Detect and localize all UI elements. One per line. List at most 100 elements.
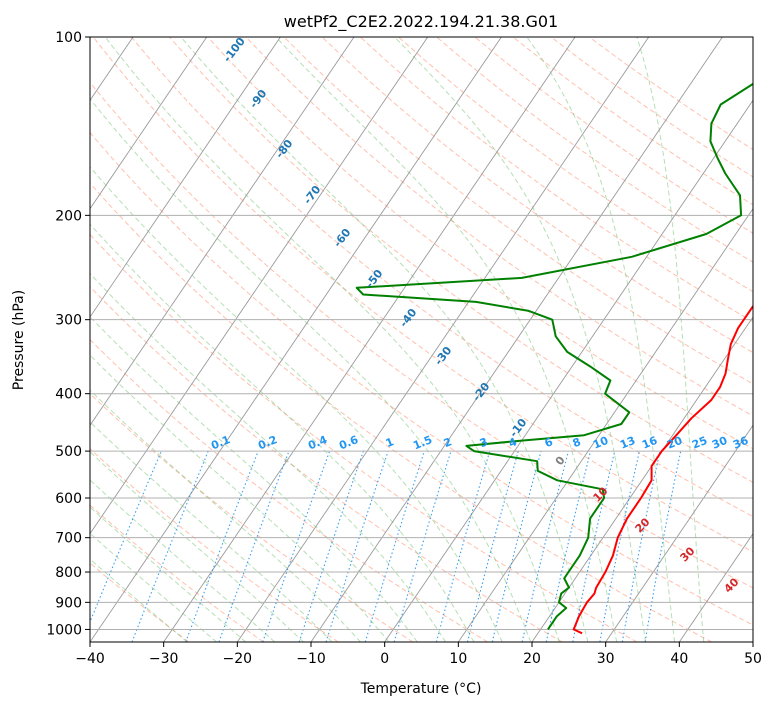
mixing-ratio-line: [218, 450, 290, 642]
mixing-ratio-line: [393, 450, 452, 642]
y-tick-label: 1000: [46, 622, 82, 638]
x-tick-label: 20: [523, 651, 541, 667]
isotherm-line: [605, 424, 753, 642]
moist-adiabat-line: [275, 37, 618, 642]
mixing-ratio-label: 1: [384, 435, 396, 450]
moist-adiabat-line: [90, 165, 503, 642]
mixing-ratio-line: [325, 450, 389, 642]
moist-adiabat-line: [526, 37, 676, 642]
y-tick-label: 400: [55, 387, 82, 403]
y-axis-label: Pressure (hPa): [11, 290, 27, 390]
y-tick-label: 700: [55, 531, 82, 547]
isotherm-line: [90, 37, 281, 318]
moist-adiabat-line: [394, 37, 647, 642]
x-tick-label: 10: [449, 651, 467, 667]
isotherm-line: [310, 37, 723, 642]
dry-adiabat-line: [245, 37, 753, 417]
y-tick-label: 100: [55, 30, 82, 46]
isotherm-line: [163, 37, 576, 642]
dewpoint-trace: [355, 82, 753, 630]
mixing-ratio-label: 36: [731, 434, 750, 452]
isotherm-line: [236, 37, 650, 642]
dry-adiabat-line: [90, 81, 753, 589]
mixing-ratio-line: [466, 450, 519, 642]
moist-adiabat-line: [90, 479, 275, 642]
moist-adiabat-line: [90, 354, 390, 642]
mixing-ratio-line: [131, 450, 209, 642]
mixing-ratio-line: [491, 450, 542, 642]
dry-adiabat-line: [90, 233, 638, 642]
mixing-ratio-label: 3: [478, 435, 490, 450]
moist-adiabat-line: [104, 37, 560, 642]
isotherm-line: [0, 37, 59, 642]
mixing-ratio-line: [521, 450, 569, 642]
mixing-ratio-line: [298, 450, 364, 642]
mixing-ratio-line: [545, 450, 592, 642]
x-tick-label: −10: [296, 651, 326, 667]
mixing-ratio-label: 20: [665, 434, 684, 452]
moist-adiabat-line: [90, 421, 333, 642]
x-tick-label: 40: [670, 651, 688, 667]
y-tick-label: 800: [55, 565, 82, 581]
isotherm-line: [678, 532, 753, 642]
mixing-ratio-line: [435, 450, 491, 642]
dry-adiabat-line: [90, 338, 488, 642]
dry-adiabat-line: [92, 37, 753, 553]
mixing-ratio-line: [262, 450, 331, 642]
background-reference-lines: [0, 37, 753, 642]
mixing-ratio-label: 13: [618, 434, 637, 452]
dry-adiabat-line: [90, 285, 563, 642]
dry-adiabat-line: [90, 182, 712, 642]
isotherm-line: [531, 316, 753, 642]
dry-adiabat-line: [90, 562, 190, 642]
moist-adiabat-line: [90, 316, 418, 642]
moist-adiabat-line: [90, 558, 188, 642]
dry-adiabat-line: [169, 37, 753, 483]
moist-adiabat-line: [180, 37, 589, 642]
mixing-ratio-label: 25: [690, 434, 709, 452]
sounding-traces: [355, 82, 753, 635]
dry-adiabat-line: [90, 131, 753, 626]
y-tick-label: 500: [55, 444, 82, 460]
moist-adiabat-line: [636, 37, 705, 642]
isotherm-line: [457, 207, 753, 642]
y-axis-ticks: 1000 900 800 700 600 500 400 300 200 100: [46, 30, 90, 638]
plot-background: [90, 37, 753, 642]
mixing-ratio-label: 30: [710, 434, 729, 452]
mixing-ratio-line: [90, 450, 162, 624]
isotherm-line: [90, 37, 355, 427]
x-axis-label: Temperature (°C): [360, 681, 482, 697]
y-tick-label: 200: [55, 208, 82, 224]
mixing-ratio-label: 2: [442, 435, 454, 450]
x-tick-label: −30: [149, 651, 179, 667]
x-tick-label: −20: [223, 651, 253, 667]
mixing-ratio-line: [364, 450, 425, 642]
moist-adiabat-line: [90, 223, 475, 642]
y-tick-label: 300: [55, 313, 82, 329]
isotherm-line: [384, 99, 753, 642]
mixing-ratio-label: 8: [571, 435, 583, 450]
y-tick-label: 900: [55, 595, 82, 611]
moist-adiabat-line: [90, 451, 304, 642]
isotherm-line: [90, 37, 208, 210]
isotherm-line: [90, 37, 502, 642]
x-tick-label: −40: [75, 651, 105, 667]
isotherm-line: [90, 37, 429, 535]
moist-adiabat-line: [90, 272, 446, 642]
moist-adiabat-line: [90, 506, 247, 642]
x-tick-label: 50: [744, 651, 762, 667]
dry-adiabat-line: [283, 37, 753, 385]
dry-adiabat-line: [131, 37, 753, 518]
isotherm-line: [752, 641, 753, 642]
mixing-ratio-label: 16: [640, 434, 659, 452]
mixing-ratio-label: 10: [591, 434, 610, 452]
x-tick-label: 0: [380, 651, 389, 667]
plot-frame: [89, 36, 754, 643]
x-tick-label: 30: [597, 651, 615, 667]
temperature-trace: [572, 304, 753, 635]
moist-adiabat-line: [90, 532, 217, 642]
chart-title: wetPf2_C2E2.2022.194.21.38.G01: [284, 12, 558, 32]
mixing-ratio-line: [185, 450, 259, 642]
dry-adiabat-line: [321, 37, 753, 354]
